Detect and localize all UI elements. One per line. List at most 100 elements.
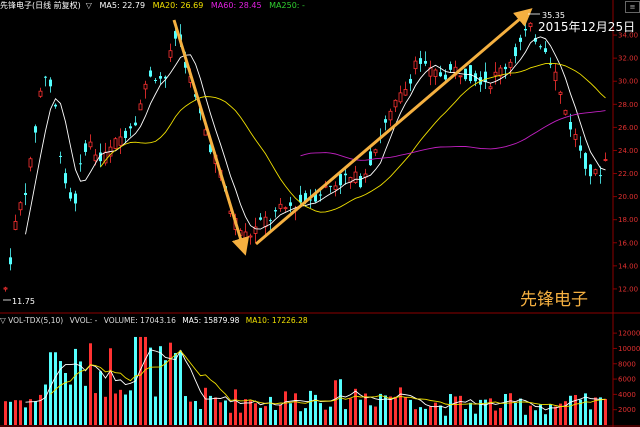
- price-tick-label: 22.00: [618, 170, 638, 178]
- volume-bar: [244, 399, 247, 425]
- price-tick-label: 18.00: [618, 216, 638, 224]
- candle-body: [333, 185, 338, 190]
- volume-bar: [9, 401, 12, 425]
- volume-bar: [209, 395, 212, 425]
- volume-bar: [164, 360, 167, 425]
- candle-body: [519, 37, 522, 42]
- candle-body: [248, 235, 253, 238]
- candle-body: [9, 257, 12, 265]
- candle-body: [369, 151, 372, 166]
- volume-bar: [424, 408, 427, 425]
- volume-tick-label: 2000: [618, 406, 636, 414]
- vol-ma5-line: [25, 349, 606, 411]
- candle-body: [524, 28, 527, 31]
- candle-body: [168, 50, 173, 58]
- candle-body: [498, 67, 503, 77]
- volume-bar: [129, 390, 132, 425]
- candle-body: [79, 163, 82, 165]
- volume-bar: [264, 406, 267, 425]
- volume-bar: [124, 394, 127, 425]
- vol-indicator-name[interactable]: ▽ VOL-TDX(5,10): [0, 316, 64, 325]
- candle-body: [424, 61, 427, 64]
- candle-body: [143, 83, 148, 90]
- candle-body: [528, 22, 533, 27]
- candle-body: [589, 164, 592, 177]
- candle-body: [138, 103, 143, 111]
- downtrend-arrow: [172, 19, 250, 256]
- volume-bar: [439, 405, 442, 425]
- candle-body: [259, 217, 262, 220]
- candle-body: [3, 287, 8, 290]
- price-indicator-bar: 先锋电子(日线 前复权) ▽ MA5: 22.79 MA20: 26.69 MA6…: [0, 0, 615, 12]
- ma60-value: MA60: 28.45: [210, 1, 262, 10]
- ma20-line: [100, 62, 606, 213]
- candle-body: [599, 175, 602, 177]
- candle-body: [553, 71, 558, 82]
- candle-body: [484, 71, 487, 83]
- candle-body: [274, 210, 277, 212]
- candle-body: [253, 226, 258, 234]
- volume-bar: [349, 398, 352, 425]
- candle-body: [134, 122, 137, 126]
- volume-bar: [469, 402, 472, 425]
- volume-tick-label: 10000: [618, 345, 640, 353]
- menu-icon[interactable]: ≡: [625, 1, 640, 13]
- volume-bar: [34, 401, 37, 425]
- volume-bar: [314, 394, 317, 425]
- candle-body: [329, 185, 332, 187]
- candle-body: [93, 154, 98, 162]
- price-tick-label: 28.00: [618, 101, 638, 109]
- price-tick-label: 32.00: [618, 55, 638, 63]
- volume-bar: [399, 387, 402, 425]
- volume-bar: [259, 407, 262, 425]
- volume-bar: [319, 403, 322, 425]
- volume-bar: [214, 397, 217, 425]
- volume-bar: [169, 342, 172, 425]
- volume-bar: [269, 396, 272, 425]
- volume-bar: [459, 395, 462, 425]
- volume-bar: [184, 396, 187, 425]
- volume-bar: [99, 371, 102, 425]
- volume-tick-label: 4000: [618, 391, 636, 399]
- volume-bar: [179, 350, 182, 425]
- volume-bar: [389, 396, 392, 425]
- volume-bar: [174, 352, 177, 425]
- volume-bar: [519, 398, 522, 425]
- candle-body: [64, 173, 67, 184]
- date-annotation: 2015年12月25日: [538, 20, 635, 34]
- volume-bar: [249, 400, 252, 425]
- candle-body: [49, 79, 52, 87]
- price-tick-label: 26.00: [618, 124, 638, 132]
- volume-bar: [559, 403, 562, 425]
- volume-bar: [594, 397, 597, 425]
- volume-bar: [309, 390, 312, 425]
- price-tick-label: 16.00: [618, 239, 638, 247]
- volume-bar: [484, 399, 487, 425]
- volume-bar: [104, 396, 107, 425]
- candle-body: [573, 134, 578, 140]
- volume-bar: [454, 396, 457, 425]
- volume-indicator-bar: ▽ VOL-TDX(5,10) VVOL: - VOLUME: 17043.16…: [0, 315, 615, 327]
- volume-bar: [159, 346, 162, 425]
- candle-body: [488, 86, 493, 90]
- candle-body: [149, 70, 152, 77]
- stock-name-watermark: 先锋电子: [520, 290, 588, 310]
- volume-bar: [569, 395, 572, 425]
- price-tick-label: 12.00: [618, 285, 638, 293]
- volume-bar: [324, 409, 327, 425]
- indicator-toggle-icon[interactable]: ▽: [85, 1, 92, 10]
- volume-bar: [274, 409, 277, 425]
- moving-average-lines: [25, 36, 606, 235]
- candle-body: [164, 76, 167, 79]
- candle-body: [444, 74, 447, 80]
- candle-body: [449, 64, 452, 70]
- volume-bar: [419, 407, 422, 425]
- volume-bar: [299, 411, 302, 425]
- volume-bar: [369, 405, 372, 425]
- volume-bar: [49, 352, 52, 425]
- volume-series: [4, 336, 607, 425]
- candle-body: [584, 153, 587, 169]
- volume-bar: [414, 409, 417, 425]
